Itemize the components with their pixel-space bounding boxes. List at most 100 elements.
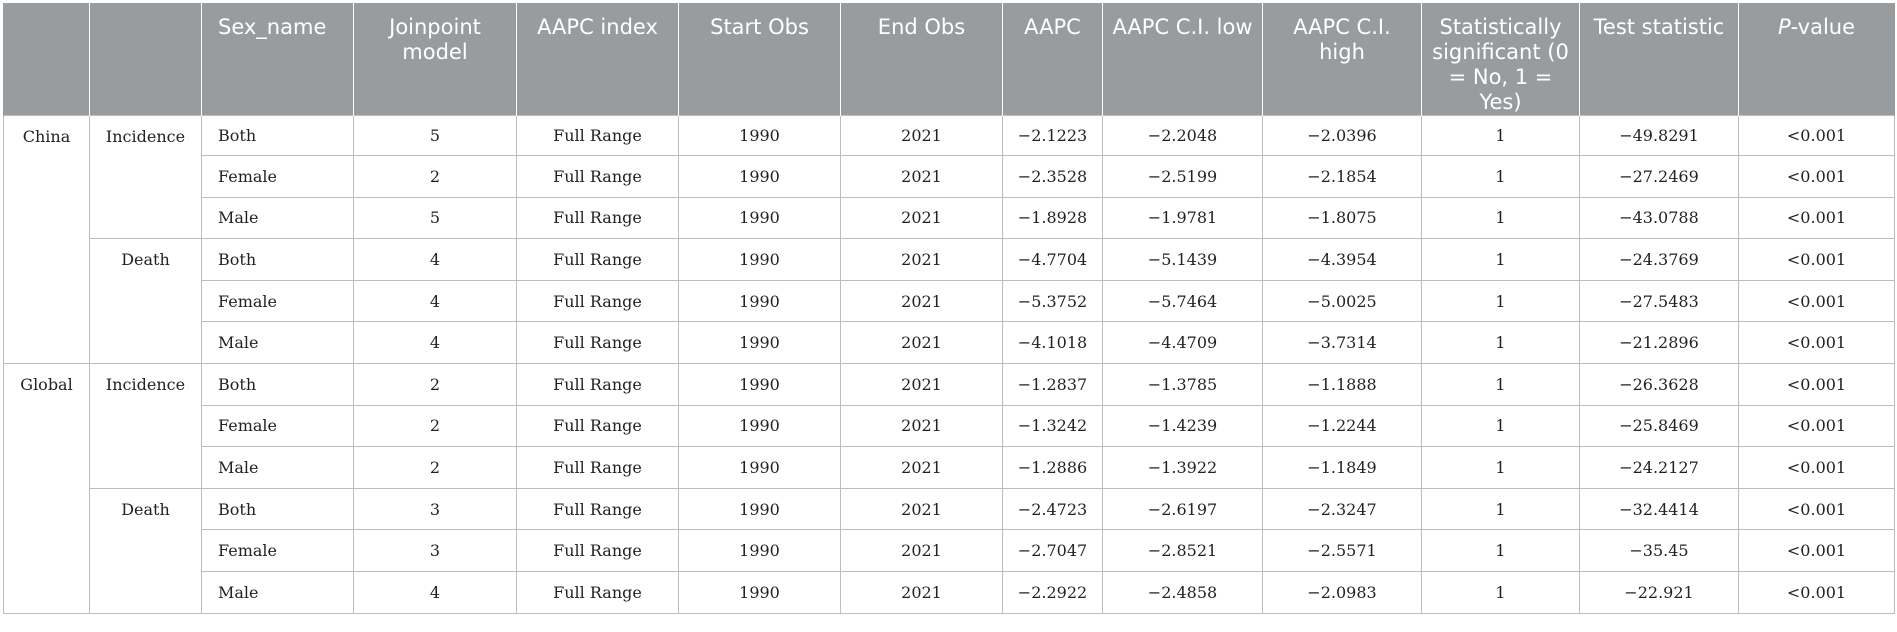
- cell-joinpoint-model: 3: [353, 529, 517, 572]
- cell-p-value: <0.001: [1738, 238, 1895, 281]
- cell-start-obs: 1990: [678, 404, 841, 448]
- cell-end-obs: 2021: [840, 570, 1003, 614]
- cell-start-obs: 1990: [678, 446, 841, 489]
- header-aapc: AAPC: [1002, 3, 1103, 116]
- cell-joinpoint-model: 2: [353, 404, 517, 448]
- cell-sex: Both: [201, 238, 354, 281]
- cell-joinpoint-model: 3: [353, 487, 517, 531]
- cell-aapc-ci-low: −1.9781: [1102, 196, 1263, 240]
- cell-end-obs: 2021: [840, 446, 1003, 489]
- cell-aapc-ci-low: −2.4858: [1102, 570, 1263, 614]
- cell-sex: Male: [201, 570, 354, 614]
- cell-start-obs: 1990: [678, 238, 841, 281]
- header-aapc-ci-high: AAPC C.I. high: [1262, 3, 1422, 116]
- table-row: Male 2 Full Range 1990 2021 −1.2886 −1.3922 −1.…: [4, 446, 1895, 489]
- header-p-value-rest: -value: [1790, 15, 1856, 39]
- cell-sex: Male: [201, 446, 354, 489]
- header-statistically-significant: Statistically significant (0 = No, 1 = Y…: [1421, 3, 1580, 116]
- cell-aapc-ci-low: −1.3785: [1102, 362, 1263, 406]
- cell-sex: Male: [201, 196, 354, 240]
- table-row: Female 4 Full Range 1990 2021 −5.3752 −5.7464−…: [4, 279, 1895, 323]
- cell-end-obs: 2021: [840, 529, 1003, 572]
- cell-start-obs: 1990: [678, 362, 841, 406]
- cell-statistically-significant: 1: [1421, 570, 1580, 614]
- cell-p-value: <0.001: [1738, 404, 1895, 448]
- cell-p-value: <0.001: [1738, 279, 1895, 323]
- cell-measure: Death: [89, 487, 202, 614]
- header-p-value: P-value: [1738, 3, 1895, 116]
- cell-aapc-index: Full Range: [516, 446, 679, 489]
- cell-statistically-significant: 1: [1421, 196, 1580, 240]
- table-row: Female 2 Full Range 1990 2021 −2.3528 −2.5199−…: [4, 155, 1895, 198]
- cell-aapc: −4.7704: [1002, 238, 1103, 281]
- header-row: Sex_name Joinpoint model AAPC index Star…: [3, 3, 1895, 116]
- cell-aapc: −1.2886: [1002, 446, 1103, 489]
- table-row: Death Both 3 Full Range 1990 2021 −2.4723 −2.61…: [4, 487, 1895, 614]
- cell-statistically-significant: 1: [1421, 487, 1580, 531]
- cell-p-value: <0.001: [1738, 362, 1895, 406]
- cell-aapc: −2.7047: [1002, 529, 1103, 572]
- cell-test-statistic: −24.2127: [1579, 446, 1739, 489]
- table-row: Global Incidence Both 2 Full Range 1990 2021 −1…: [3, 362, 1895, 614]
- cell-sex: Female: [201, 404, 354, 448]
- header-test-statistic: Test statistic: [1579, 3, 1739, 116]
- cell-start-obs: 1990: [678, 321, 841, 364]
- cell-aapc-ci-low: −2.8521: [1102, 529, 1263, 572]
- cell-p-value: <0.001: [1738, 487, 1895, 531]
- cell-aapc: −2.2922: [1002, 570, 1103, 614]
- cell-statistically-significant: 1: [1421, 155, 1580, 198]
- cell-statistically-significant: 1: [1421, 404, 1580, 448]
- table-row: Female 3 Full Range 1990 2021 −2.7047 −2.8521−…: [4, 529, 1895, 572]
- cell-end-obs: 2021: [840, 238, 1003, 281]
- cell-start-obs: 1990: [678, 529, 841, 572]
- cell-aapc-ci-high: −1.8075: [1262, 196, 1422, 240]
- cell-test-statistic: −43.0788: [1579, 196, 1739, 240]
- cell-aapc-ci-high: −2.3247: [1262, 487, 1422, 531]
- table-row: Male 4 Full Range 1990 2021 −2.2922 −2.4858 −2.…: [4, 570, 1895, 614]
- cell-aapc-ci-low: −2.2048: [1102, 115, 1263, 156]
- cell-joinpoint-model: 4: [353, 279, 517, 323]
- cell-aapc-index: Full Range: [516, 570, 679, 614]
- header-sex-name: Sex_name: [201, 3, 354, 116]
- table-row: China Incidence Both 5 Full Range 1990 2021 −2.…: [3, 114, 1895, 364]
- cell-start-obs: 1990: [678, 487, 841, 531]
- cell-joinpoint-model: 4: [353, 321, 517, 364]
- cell-aapc-index: Full Range: [516, 238, 679, 281]
- cell-end-obs: 2021: [840, 196, 1003, 240]
- cell-aapc: −1.3242: [1002, 404, 1103, 448]
- cell-aapc-ci-low: −2.5199: [1102, 155, 1263, 198]
- cell-aapc-ci-high: −2.5571: [1262, 529, 1422, 572]
- cell-joinpoint-model: 2: [353, 362, 517, 406]
- header-measure: [89, 3, 202, 116]
- cell-aapc-index: Full Range: [516, 404, 679, 448]
- cell-end-obs: 2021: [840, 362, 1003, 406]
- header-region: [3, 3, 90, 116]
- cell-end-obs: 2021: [840, 404, 1003, 448]
- cell-measure: Incidence: [89, 114, 202, 240]
- cell-aapc-ci-high: −1.1849: [1262, 446, 1422, 489]
- cell-aapc-ci-low: −2.6197: [1102, 487, 1263, 531]
- cell-aapc-ci-low: −5.1439: [1102, 238, 1263, 281]
- cell-test-statistic: −35.45: [1579, 529, 1739, 572]
- cell-aapc-ci-high: −2.1854: [1262, 155, 1422, 198]
- cell-sex: Female: [201, 155, 354, 198]
- header-joinpoint-model: Joinpoint model: [353, 3, 517, 116]
- cell-joinpoint-model: 5: [353, 115, 517, 156]
- table-header: Sex_name Joinpoint model AAPC index Star…: [3, 3, 1895, 116]
- cell-statistically-significant: 1: [1421, 115, 1580, 156]
- cell-statistically-significant: 1: [1421, 238, 1580, 281]
- cell-aapc-ci-high: −3.7314: [1262, 321, 1422, 364]
- cell-aapc-ci-low: −5.7464: [1102, 279, 1263, 323]
- cell-statistically-significant: 1: [1421, 321, 1580, 364]
- cell-aapc: −2.1223: [1002, 115, 1103, 156]
- cell-region: China: [3, 115, 90, 364]
- cell-sex: Both: [201, 115, 354, 156]
- cell-aapc-index: Full Range: [516, 279, 679, 323]
- header-aapc-index: AAPC index: [516, 3, 679, 116]
- cell-sex: Female: [201, 529, 354, 572]
- cell-p-value: <0.001: [1738, 446, 1895, 489]
- cell-region: Global: [3, 362, 90, 614]
- cell-start-obs: 1990: [678, 155, 841, 198]
- cell-test-statistic: −27.5483: [1579, 279, 1739, 323]
- cell-test-statistic: −26.3628: [1579, 362, 1739, 406]
